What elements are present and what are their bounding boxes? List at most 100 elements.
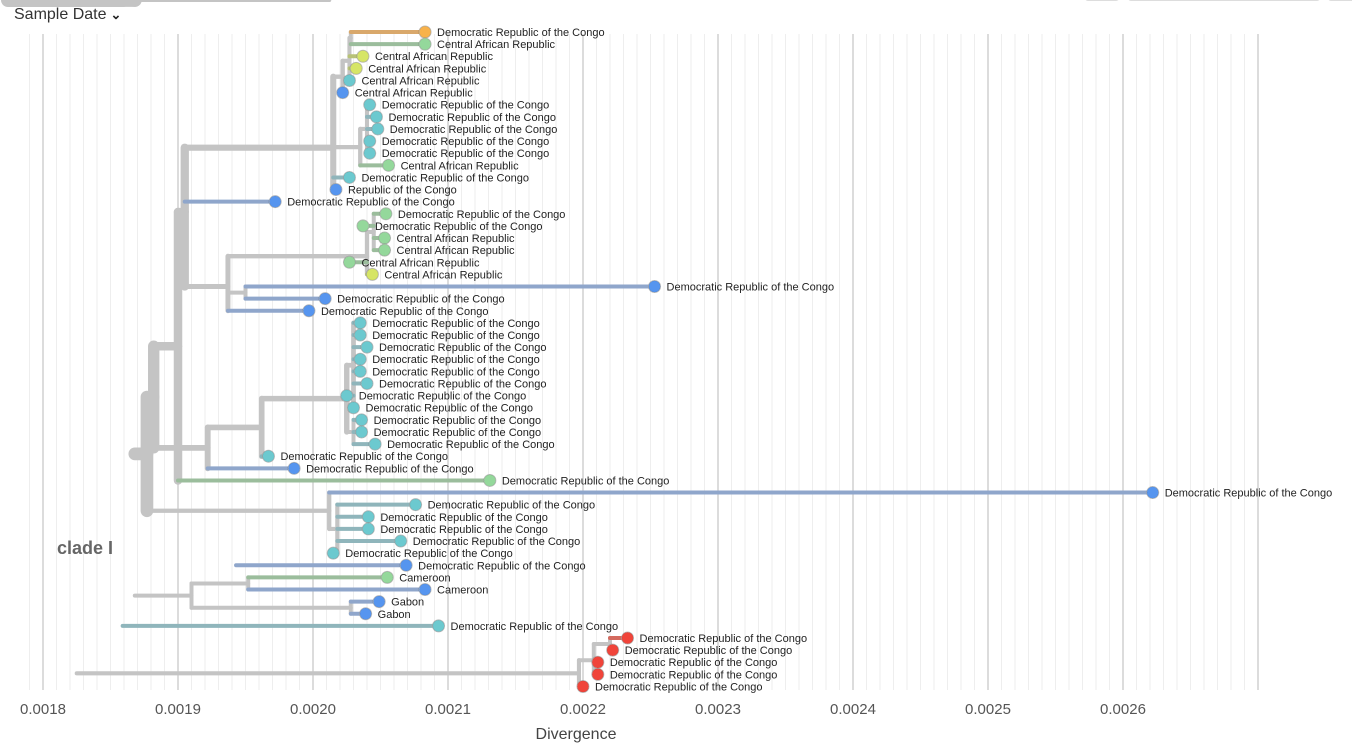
tip-node-outline bbox=[347, 401, 360, 415]
tip-label: Central African Republic bbox=[375, 51, 494, 63]
tip-node[interactable] bbox=[606, 643, 619, 657]
tip-node[interactable] bbox=[354, 328, 367, 342]
color-by-dropdown[interactable]: Sample Date ⌄ bbox=[14, 6, 121, 24]
tip-label: Democratic Republic of the Congo bbox=[287, 197, 455, 209]
tip-node[interactable] bbox=[340, 389, 353, 402]
tip-label: Democratic Republic of the Congo bbox=[280, 451, 448, 463]
tip-node[interactable] bbox=[349, 62, 363, 75]
tip-node-outline bbox=[349, 61, 363, 75]
tip-node[interactable] bbox=[360, 340, 374, 354]
tip-label: Democratic Republic of the Congo bbox=[610, 657, 778, 669]
branches bbox=[1, 0, 1155, 689]
tip-node[interactable] bbox=[268, 195, 282, 208]
tip-node[interactable] bbox=[327, 546, 340, 560]
tip-node[interactable] bbox=[394, 534, 407, 548]
tip-label: Cameroon bbox=[437, 585, 488, 597]
tip-node[interactable] bbox=[318, 292, 332, 305]
tip-node[interactable] bbox=[359, 607, 372, 621]
tip-node[interactable] bbox=[362, 522, 375, 536]
tip-node[interactable] bbox=[329, 183, 343, 196]
tip-node-outline bbox=[399, 558, 413, 572]
tip-node[interactable] bbox=[368, 437, 382, 451]
axis-tick-label: 0.0018 bbox=[20, 701, 66, 718]
tip-node[interactable] bbox=[648, 280, 661, 293]
tip-label: Democratic Republic of the Congo bbox=[1165, 488, 1333, 500]
tip-label: Gabon bbox=[378, 609, 411, 621]
tip-node[interactable] bbox=[591, 668, 605, 681]
tip-node[interactable] bbox=[302, 304, 316, 318]
tip-node-outline bbox=[394, 534, 408, 548]
tip-node[interactable] bbox=[399, 559, 413, 572]
tip-node-outline bbox=[378, 243, 392, 257]
tip-label: Democratic Republic of the Congo bbox=[379, 378, 547, 390]
tip-node[interactable] bbox=[381, 571, 394, 584]
chevron-down-icon: ⌄ bbox=[110, 7, 122, 22]
tip-node[interactable] bbox=[371, 122, 385, 136]
tip-node[interactable] bbox=[1146, 486, 1159, 499]
tip-node-outline bbox=[483, 473, 497, 487]
tip-label: Central African Republic bbox=[401, 160, 520, 172]
tip-label: Central African Republic bbox=[397, 233, 516, 245]
tip-label: Democratic Republic of the Congo bbox=[361, 172, 529, 184]
tip-node-outline bbox=[409, 498, 423, 512]
tip-node[interactable] bbox=[621, 631, 634, 645]
tip-node-outline bbox=[302, 304, 316, 318]
tip-node-outline bbox=[261, 449, 275, 463]
axis-tick-label: 0.0021 bbox=[425, 701, 471, 718]
tip-label: Democratic Republic of the Congo bbox=[382, 100, 550, 112]
tip-label: Democratic Republic of the Congo bbox=[502, 475, 670, 487]
tip-node-outline bbox=[368, 437, 382, 451]
axis-tick-label: 0.0026 bbox=[1100, 701, 1146, 718]
tip-node-outline bbox=[591, 667, 605, 681]
tip-node[interactable] bbox=[347, 401, 360, 414]
tip-node[interactable] bbox=[382, 159, 395, 172]
tip-node[interactable] bbox=[409, 498, 422, 511]
tip-node-outline bbox=[576, 679, 590, 693]
tip-node[interactable] bbox=[372, 595, 386, 608]
tip-node[interactable] bbox=[360, 377, 374, 390]
tip-node-outline bbox=[342, 255, 356, 269]
axis-tick-label: 0.0024 bbox=[830, 701, 876, 718]
tip-node[interactable] bbox=[343, 171, 356, 184]
tip-node-outline bbox=[356, 219, 370, 233]
tip-node[interactable] bbox=[366, 268, 379, 281]
tip-node-outline bbox=[379, 207, 393, 221]
axis-tick-label: 0.0019 bbox=[155, 701, 201, 718]
tip-label: Democratic Republic of the Congo bbox=[374, 427, 542, 439]
tip-node-outline bbox=[648, 280, 662, 294]
tip-node-outline bbox=[353, 364, 367, 378]
tip-node-outline bbox=[365, 267, 379, 281]
tip-node[interactable] bbox=[378, 243, 391, 257]
tip-label: Central African Republic bbox=[437, 39, 556, 51]
toolbar-button-stub[interactable] bbox=[1328, 0, 1352, 1]
tip-node-outline bbox=[318, 292, 332, 306]
tip-node[interactable] bbox=[343, 74, 356, 87]
tip-node-outline bbox=[371, 122, 385, 136]
tip-label: Democratic Republic of the Congo bbox=[372, 366, 540, 378]
tip-label: Democratic Republic of the Congo bbox=[380, 512, 548, 524]
tip-node[interactable] bbox=[356, 219, 370, 233]
tip-node[interactable] bbox=[363, 98, 376, 111]
tip-node[interactable] bbox=[356, 49, 370, 63]
tip-node[interactable] bbox=[379, 207, 393, 221]
tip-label: Democratic Republic of the Congo bbox=[359, 391, 527, 403]
tip-node[interactable] bbox=[343, 256, 356, 269]
tip-label: Central African Republic bbox=[361, 257, 480, 269]
tip-node[interactable] bbox=[432, 619, 445, 633]
tip-node[interactable] bbox=[418, 37, 432, 51]
tip-node[interactable] bbox=[363, 146, 376, 160]
tip-node[interactable] bbox=[576, 680, 590, 693]
tip-node[interactable] bbox=[370, 110, 383, 124]
tip-label: Central African Republic bbox=[397, 245, 516, 257]
tip-node[interactable] bbox=[483, 474, 497, 487]
tip-label: Democratic Republic of the Congo bbox=[375, 221, 543, 233]
tip-label: Democratic Republic of the Congo bbox=[451, 621, 619, 633]
tip-node[interactable] bbox=[287, 462, 301, 475]
tip-node-outline bbox=[340, 389, 354, 403]
tip-node[interactable] bbox=[336, 86, 349, 99]
tip-node[interactable] bbox=[355, 425, 368, 439]
tip-node[interactable] bbox=[354, 365, 367, 378]
tip-node[interactable] bbox=[418, 583, 432, 596]
tip-node-outline bbox=[369, 110, 383, 124]
tip-node[interactable] bbox=[262, 449, 275, 463]
